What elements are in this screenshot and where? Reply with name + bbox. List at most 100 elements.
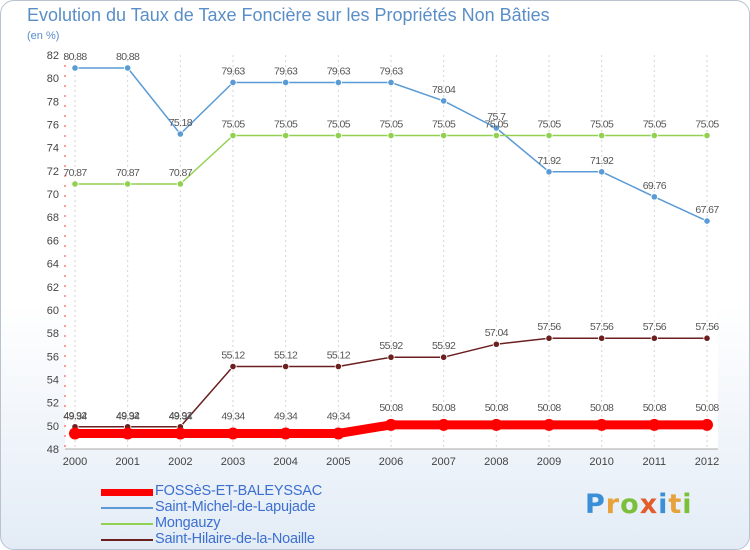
- data-point: [545, 334, 553, 342]
- y-tick-label: 56: [47, 351, 59, 363]
- data-point: [492, 124, 500, 132]
- data-point: [650, 193, 658, 201]
- data-label: 50.08: [485, 402, 509, 414]
- data-label: 49.92: [169, 410, 193, 422]
- x-tick-label: 2002: [168, 456, 192, 468]
- data-label: 70.87: [169, 167, 193, 179]
- y-tick-label: 66: [47, 235, 59, 247]
- data-label: 49.34: [274, 410, 298, 422]
- data-point: [229, 131, 237, 140]
- data-label: 75.7: [487, 111, 506, 123]
- data-point: [650, 131, 658, 140]
- legend-label: Mongauzy: [155, 515, 221, 531]
- x-tick-label: 2005: [326, 456, 350, 468]
- data-label: 70.87: [63, 167, 87, 179]
- y-tick-label: 50: [47, 421, 59, 433]
- data-point: [334, 131, 342, 140]
- data-label: 71.92: [590, 155, 614, 167]
- data-label: 49.92: [63, 410, 87, 422]
- y-tick-label: 82: [47, 50, 59, 62]
- y-tick-label: 78: [47, 96, 59, 108]
- data-point: [174, 427, 187, 440]
- y-tick-label: 60: [47, 305, 59, 317]
- data-point: [229, 362, 237, 371]
- y-tick-label: 76: [47, 120, 59, 132]
- data-label: 49.34: [221, 410, 245, 422]
- data-label: 55.92: [432, 340, 456, 352]
- x-tick-label: 2011: [643, 456, 667, 468]
- data-label: 75.18: [169, 117, 193, 129]
- data-point: [385, 418, 397, 431]
- y-tick-label: 68: [47, 212, 59, 224]
- data-label: 80.88: [63, 51, 87, 63]
- data-point: [124, 64, 132, 72]
- data-point: [279, 427, 292, 440]
- data-label: 79.63: [274, 65, 298, 77]
- legend-label: Saint-Michel-de-Lapujade: [155, 499, 316, 515]
- x-tick-label: 2000: [63, 456, 87, 468]
- logo-letter: r: [605, 489, 621, 520]
- data-point: [387, 131, 395, 140]
- y-tick-label: 70: [47, 189, 59, 201]
- data-label: 55.12: [327, 349, 351, 361]
- legend-swatch: [101, 489, 153, 496]
- data-point: [282, 362, 290, 371]
- data-point: [437, 418, 450, 431]
- data-label: 78.04: [432, 84, 456, 96]
- data-point: [282, 78, 290, 87]
- data-label: 75.05: [432, 119, 456, 131]
- y-tick-label: 72: [47, 166, 59, 178]
- data-point: [703, 334, 711, 342]
- data-point: [492, 340, 500, 348]
- data-point: [69, 427, 81, 440]
- data-label: 57.56: [537, 321, 561, 333]
- data-point: [176, 180, 184, 188]
- data-label: 50.08: [590, 402, 614, 414]
- logo-letter: o: [620, 489, 640, 520]
- x-tick-label: 2001: [115, 456, 139, 468]
- data-label: 75.05: [379, 119, 403, 131]
- data-point: [598, 168, 606, 176]
- data-label: 57.56: [590, 321, 614, 333]
- data-point: [229, 78, 237, 87]
- data-label: 67.67: [695, 204, 719, 216]
- data-point: [648, 418, 661, 431]
- data-point: [543, 418, 555, 431]
- data-label: 49.34: [169, 410, 193, 422]
- data-label: 75.05: [537, 119, 561, 131]
- data-label: 50.08: [432, 402, 456, 414]
- data-label: 50.08: [379, 402, 403, 414]
- legend-swatch: [101, 523, 153, 525]
- data-label: 75.05: [643, 119, 667, 131]
- data-point: [545, 131, 553, 140]
- data-point: [703, 217, 711, 225]
- logo-letter: x: [639, 489, 659, 520]
- data-label: 50.08: [695, 402, 719, 414]
- data-label: 55.92: [379, 340, 403, 352]
- chart-title: Evolution du Taux de Taxe Foncière sur l…: [27, 5, 550, 25]
- data-point: [71, 64, 79, 72]
- data-label: 79.63: [379, 65, 403, 77]
- data-point: [545, 168, 553, 176]
- data-label: 75.05: [327, 119, 351, 131]
- data-label: 55.12: [221, 349, 245, 361]
- x-tick-label: 2010: [589, 456, 613, 468]
- data-point: [332, 427, 345, 440]
- data-point: [440, 131, 448, 140]
- logo-letter: i: [682, 489, 693, 520]
- data-point: [701, 418, 713, 431]
- proxiti-logo: Proxiti: [585, 489, 693, 520]
- chart-subtitle: (en %): [27, 30, 60, 42]
- data-label: 75.05: [590, 119, 614, 131]
- y-tick-label: 58: [47, 328, 59, 340]
- data-point: [440, 97, 448, 105]
- legend-swatch: [101, 507, 153, 509]
- x-tick-label: 2006: [379, 456, 403, 468]
- data-label: 80.88: [116, 51, 140, 63]
- data-label: 49.34: [327, 410, 351, 422]
- data-point: [176, 130, 184, 138]
- y-tick-label: 74: [47, 143, 59, 155]
- y-tick-label: 80: [47, 73, 59, 85]
- data-point: [334, 78, 342, 87]
- data-label: 79.63: [327, 65, 351, 77]
